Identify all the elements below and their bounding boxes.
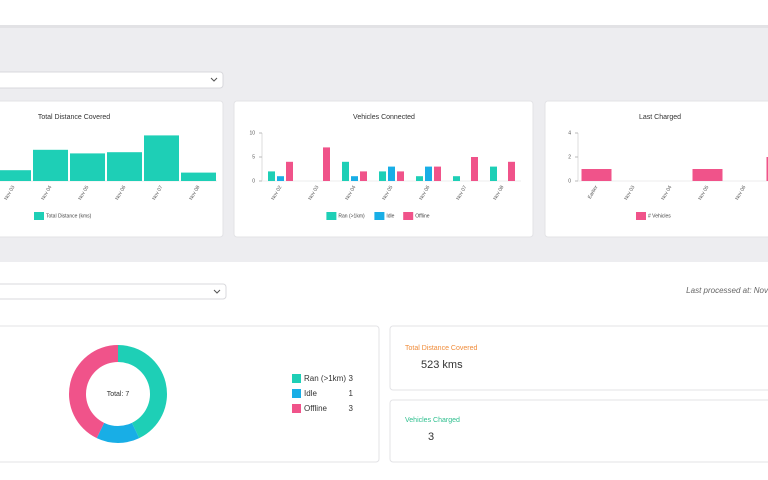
bar bbox=[0, 170, 31, 181]
legend-swatch bbox=[292, 389, 301, 398]
bar bbox=[379, 171, 386, 181]
bar bbox=[471, 157, 478, 181]
chevron bbox=[210, 77, 218, 82]
donut-slice bbox=[118, 345, 167, 439]
top-bar bbox=[0, 0, 768, 25]
y-tick-label: 4 bbox=[568, 130, 571, 136]
bar bbox=[397, 171, 404, 181]
card bbox=[0, 325, 380, 463]
legend-label: # Vehicles bbox=[648, 213, 671, 219]
legend-value: 3 bbox=[349, 374, 354, 383]
bar bbox=[581, 169, 612, 181]
legend-label: Idle bbox=[386, 213, 394, 219]
bar bbox=[70, 153, 105, 181]
stat-value: 3 bbox=[428, 431, 434, 443]
legend-label: Ran (>1km) bbox=[338, 213, 365, 219]
bar bbox=[388, 166, 395, 181]
bar bbox=[277, 176, 284, 181]
bar bbox=[351, 176, 358, 181]
donut-center: Total: 7 bbox=[107, 391, 130, 398]
bar bbox=[268, 171, 275, 181]
stat-label: Vehicles Charged bbox=[405, 417, 460, 424]
donut-slice bbox=[69, 345, 118, 439]
card bbox=[389, 399, 768, 463]
legend-label: Ran (>1km) bbox=[304, 374, 346, 383]
chevron bbox=[213, 289, 221, 294]
stat-label: Total Distance Covered bbox=[405, 345, 477, 352]
y-tick-label: 0 bbox=[252, 178, 255, 184]
legend-swatch bbox=[326, 212, 337, 220]
dropdown[interactable] bbox=[0, 283, 227, 300]
legend-swatch bbox=[292, 404, 301, 413]
y-tick-label: 5 bbox=[252, 154, 255, 160]
legend-swatch bbox=[403, 212, 414, 220]
bar bbox=[692, 169, 723, 181]
card bbox=[389, 325, 768, 391]
bar bbox=[144, 135, 179, 181]
bar bbox=[342, 161, 349, 181]
chart-title: Vehicles Connected bbox=[353, 114, 415, 121]
legend-swatch bbox=[374, 212, 385, 220]
legend-label: Idle bbox=[304, 389, 317, 398]
legend-swatch bbox=[34, 212, 44, 220]
chart-title: Total Distance Covered bbox=[38, 114, 110, 121]
legend-swatch bbox=[292, 374, 301, 383]
bar bbox=[181, 172, 216, 181]
card bbox=[544, 100, 768, 238]
legend-value: 1 bbox=[349, 389, 354, 398]
y-tick-label: 10 bbox=[249, 130, 255, 136]
legend-swatch bbox=[636, 212, 646, 220]
bar bbox=[434, 166, 441, 181]
bar bbox=[425, 166, 432, 181]
bar bbox=[766, 157, 768, 181]
chart-title: Last Charged bbox=[639, 114, 681, 121]
dropdown[interactable] bbox=[0, 71, 224, 89]
bar bbox=[416, 176, 423, 181]
y-tick-label: 2 bbox=[568, 154, 571, 160]
top-bar-shadow bbox=[0, 25, 768, 28]
bar bbox=[490, 166, 497, 181]
bar bbox=[323, 147, 330, 181]
bar bbox=[508, 161, 515, 181]
bar bbox=[107, 152, 142, 181]
legend-label: Total Distance (kms) bbox=[46, 213, 92, 219]
legend-label: Offline bbox=[304, 404, 328, 413]
bar bbox=[453, 176, 460, 181]
y-tick-label: 0 bbox=[568, 178, 571, 184]
bar bbox=[360, 171, 367, 181]
legend-label: Offline bbox=[415, 213, 430, 219]
bar bbox=[33, 149, 68, 181]
legend-value: 3 bbox=[349, 404, 354, 413]
stat-value: 523 kms bbox=[421, 359, 463, 371]
last-processed: Last processed at: Nov bbox=[686, 286, 768, 295]
bar bbox=[286, 161, 293, 181]
donut-slice bbox=[96, 422, 140, 443]
card bbox=[233, 100, 534, 238]
